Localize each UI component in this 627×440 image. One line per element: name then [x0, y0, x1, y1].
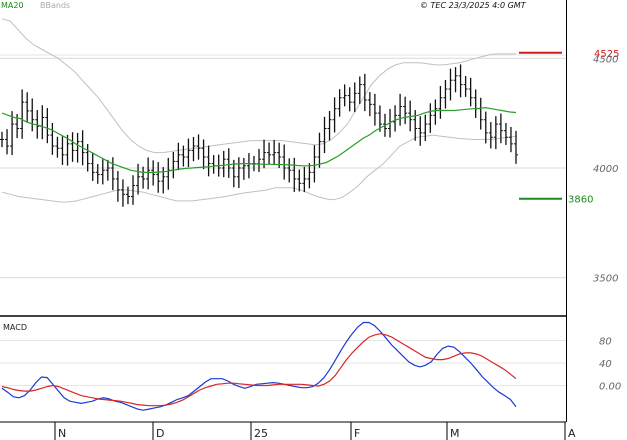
x-axis-label: N [58, 427, 66, 440]
macd-panel-label: MACD [3, 323, 27, 332]
macd-tick-label: 80 [599, 336, 612, 347]
macd-signal-line [1, 333, 517, 407]
price-tick-label: 3500 [593, 274, 618, 285]
x-axis-label: A [568, 427, 576, 440]
bbands-legend: BBands [40, 1, 71, 10]
ma20-legend: MA20 [1, 1, 24, 10]
support-label: 3860 [568, 195, 593, 206]
bbands-lower-line [1, 134, 517, 203]
price-tick-label: 4000 [593, 164, 618, 175]
resistance-label: 4525 [594, 49, 619, 60]
x-axis-label: M [450, 427, 460, 440]
macd-line [1, 321, 517, 411]
ma20-line [1, 106, 517, 173]
x-axis-label: 25 [254, 427, 268, 440]
x-axis-label: D [156, 427, 164, 440]
bbands-upper-line [1, 18, 516, 154]
macd-tick-label: 40 [599, 359, 612, 370]
macd-tick-label: 0.00 [599, 381, 621, 392]
price-tick-label: 4500 [593, 54, 618, 65]
x-axis-label: F [354, 427, 360, 440]
credit-text: © TEC 23/3/2025 4:0 GMT [420, 1, 526, 10]
